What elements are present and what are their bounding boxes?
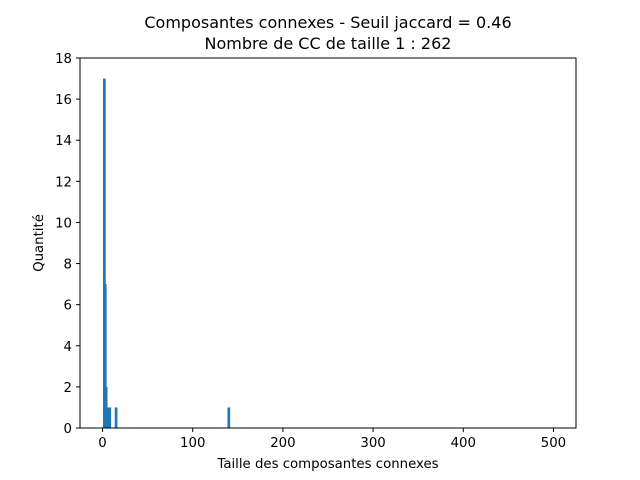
bars-layer bbox=[103, 78, 231, 428]
x-tick-label-5: 500 bbox=[541, 436, 566, 451]
x-tick-label-4: 400 bbox=[451, 436, 476, 451]
ticks-layer: 0 100 200 300 400 500 0 2 4 6 8 10 12 14 16 18 bbox=[55, 52, 566, 451]
y-tick-label-0: 0 bbox=[64, 422, 72, 437]
bar-1 bbox=[103, 284, 107, 428]
chart-title: Composantes connexes - Seuil jaccard = 0… bbox=[144, 13, 511, 32]
y-tick-label-8: 16 bbox=[55, 93, 72, 108]
x-tick-label-0: 0 bbox=[98, 436, 106, 451]
y-tick-label-7: 14 bbox=[55, 134, 72, 149]
y-tick-label-4: 8 bbox=[64, 258, 72, 273]
y-tick-label-9: 18 bbox=[55, 52, 72, 67]
chart-subtitle: Nombre de CC de taille 1 : 262 bbox=[205, 34, 452, 53]
y-tick-label-5: 10 bbox=[55, 216, 72, 231]
bar-5 bbox=[114, 407, 118, 428]
plot-frame bbox=[79, 57, 577, 429]
x-tick-label-1: 100 bbox=[180, 436, 205, 451]
y-axis-label: Quantité bbox=[31, 214, 47, 272]
bar-2 bbox=[104, 386, 108, 428]
y-tick-label-2: 4 bbox=[64, 340, 72, 355]
bar-0 bbox=[103, 78, 106, 428]
x-axis-label: Taille des composantes connexes bbox=[216, 457, 438, 472]
y-tick-label-3: 6 bbox=[64, 299, 72, 314]
bar-3 bbox=[106, 407, 110, 428]
x-tick-label-3: 300 bbox=[360, 436, 385, 451]
bar-6 bbox=[227, 407, 231, 428]
x-tick-label-2: 200 bbox=[270, 436, 295, 451]
bar-4 bbox=[108, 407, 112, 428]
y-tick-label-6: 12 bbox=[55, 175, 72, 190]
y-tick-label-1: 2 bbox=[64, 381, 72, 396]
